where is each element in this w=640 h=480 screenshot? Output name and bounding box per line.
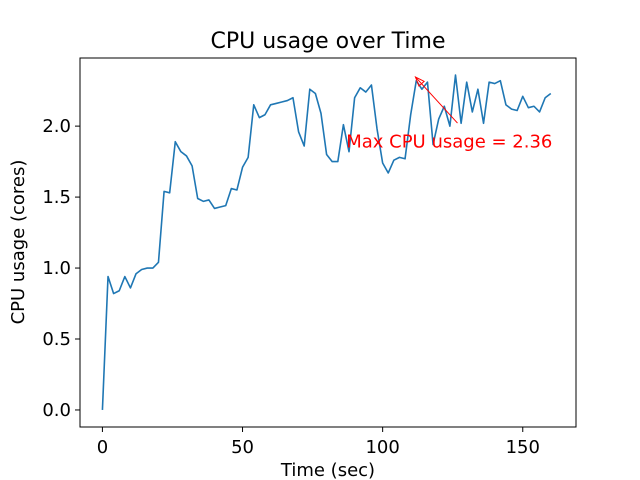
y-tick-label: 2.0 bbox=[42, 116, 71, 137]
y-tick-label: 1.0 bbox=[42, 258, 71, 279]
x-tick-label: 0 bbox=[97, 437, 108, 458]
x-tick-label: 50 bbox=[231, 437, 254, 458]
axis-ticks: 0 50 100 150 0.0 0.5 1.0 1.5 2.0 bbox=[42, 116, 540, 458]
y-tick-label: 1.5 bbox=[42, 187, 71, 208]
annotation-arrowhead bbox=[414, 76, 425, 87]
annotation-arrow-line bbox=[415, 76, 458, 124]
x-axis-title: Time (sec) bbox=[280, 460, 375, 480]
y-tick-label: 0.5 bbox=[42, 329, 71, 350]
annotation-layer: Max CPU usage = 2.36 bbox=[346, 76, 552, 153]
x-tick-label: 150 bbox=[506, 437, 540, 458]
series-layer bbox=[101, 74, 552, 411]
plot-area-frame bbox=[79, 57, 577, 428]
chart-title: CPU usage over Time bbox=[211, 29, 446, 54]
y-axis-title: CPU usage (cores) bbox=[8, 160, 29, 325]
max-cpu-annotation: Max CPU usage = 2.36 bbox=[346, 132, 552, 153]
cpu-usage-series-line bbox=[101, 74, 552, 411]
y-tick-label: 0.0 bbox=[42, 400, 71, 421]
x-tick-label: 100 bbox=[365, 437, 399, 458]
